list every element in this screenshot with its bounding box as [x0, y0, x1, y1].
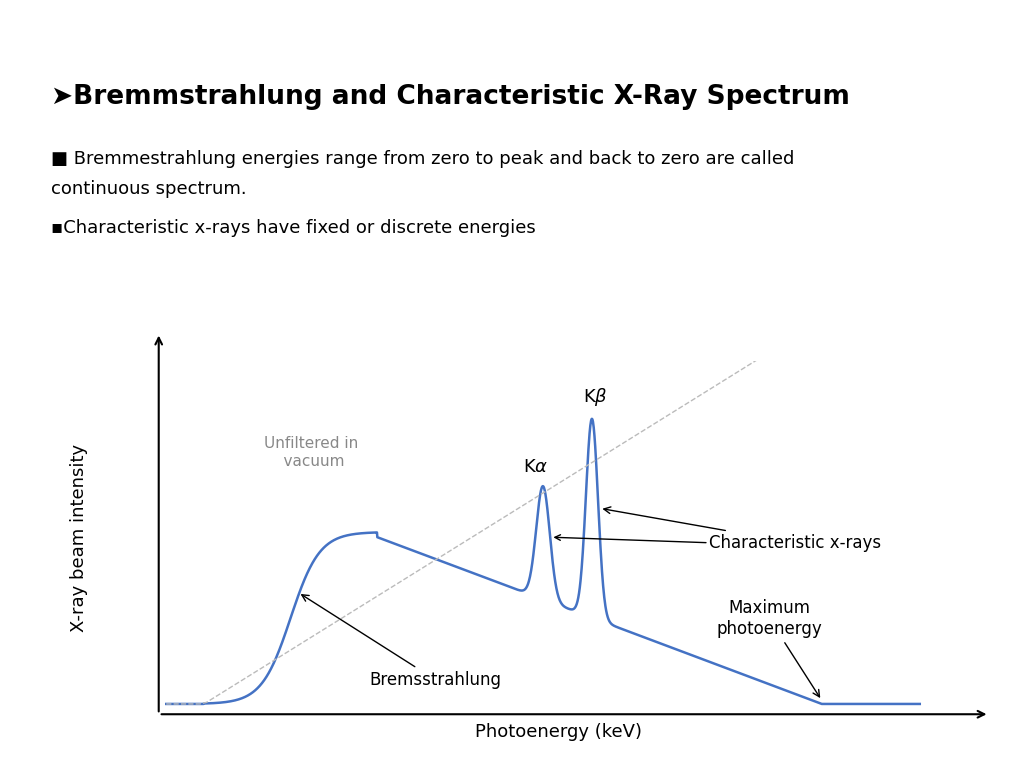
Text: Maximum
photoenergy: Maximum photoenergy [716, 599, 822, 697]
Text: Unfiltered in
    vacuum: Unfiltered in vacuum [264, 436, 358, 468]
Text: Characteristic x-rays: Characteristic x-rays [604, 507, 881, 551]
Text: X-ray beam intensity: X-ray beam intensity [70, 444, 88, 631]
Text: K$\beta$: K$\beta$ [584, 386, 608, 409]
X-axis label: Photoenergy (keV): Photoenergy (keV) [474, 723, 642, 740]
Text: ■ Bremmestrahlung energies range from zero to peak and back to zero are called: ■ Bremmestrahlung energies range from ze… [51, 150, 795, 167]
Text: ➤Bremmstrahlung and Characteristic X-Ray Spectrum: ➤Bremmstrahlung and Characteristic X-Ray… [51, 84, 850, 111]
Text: continuous spectrum.: continuous spectrum. [51, 180, 247, 198]
Text: K$\alpha$: K$\alpha$ [523, 458, 548, 476]
Text: Bremsstrahlung: Bremsstrahlung [302, 594, 502, 689]
Text: ▪Characteristic x-rays have fixed or discrete energies: ▪Characteristic x-rays have fixed or dis… [51, 219, 536, 237]
